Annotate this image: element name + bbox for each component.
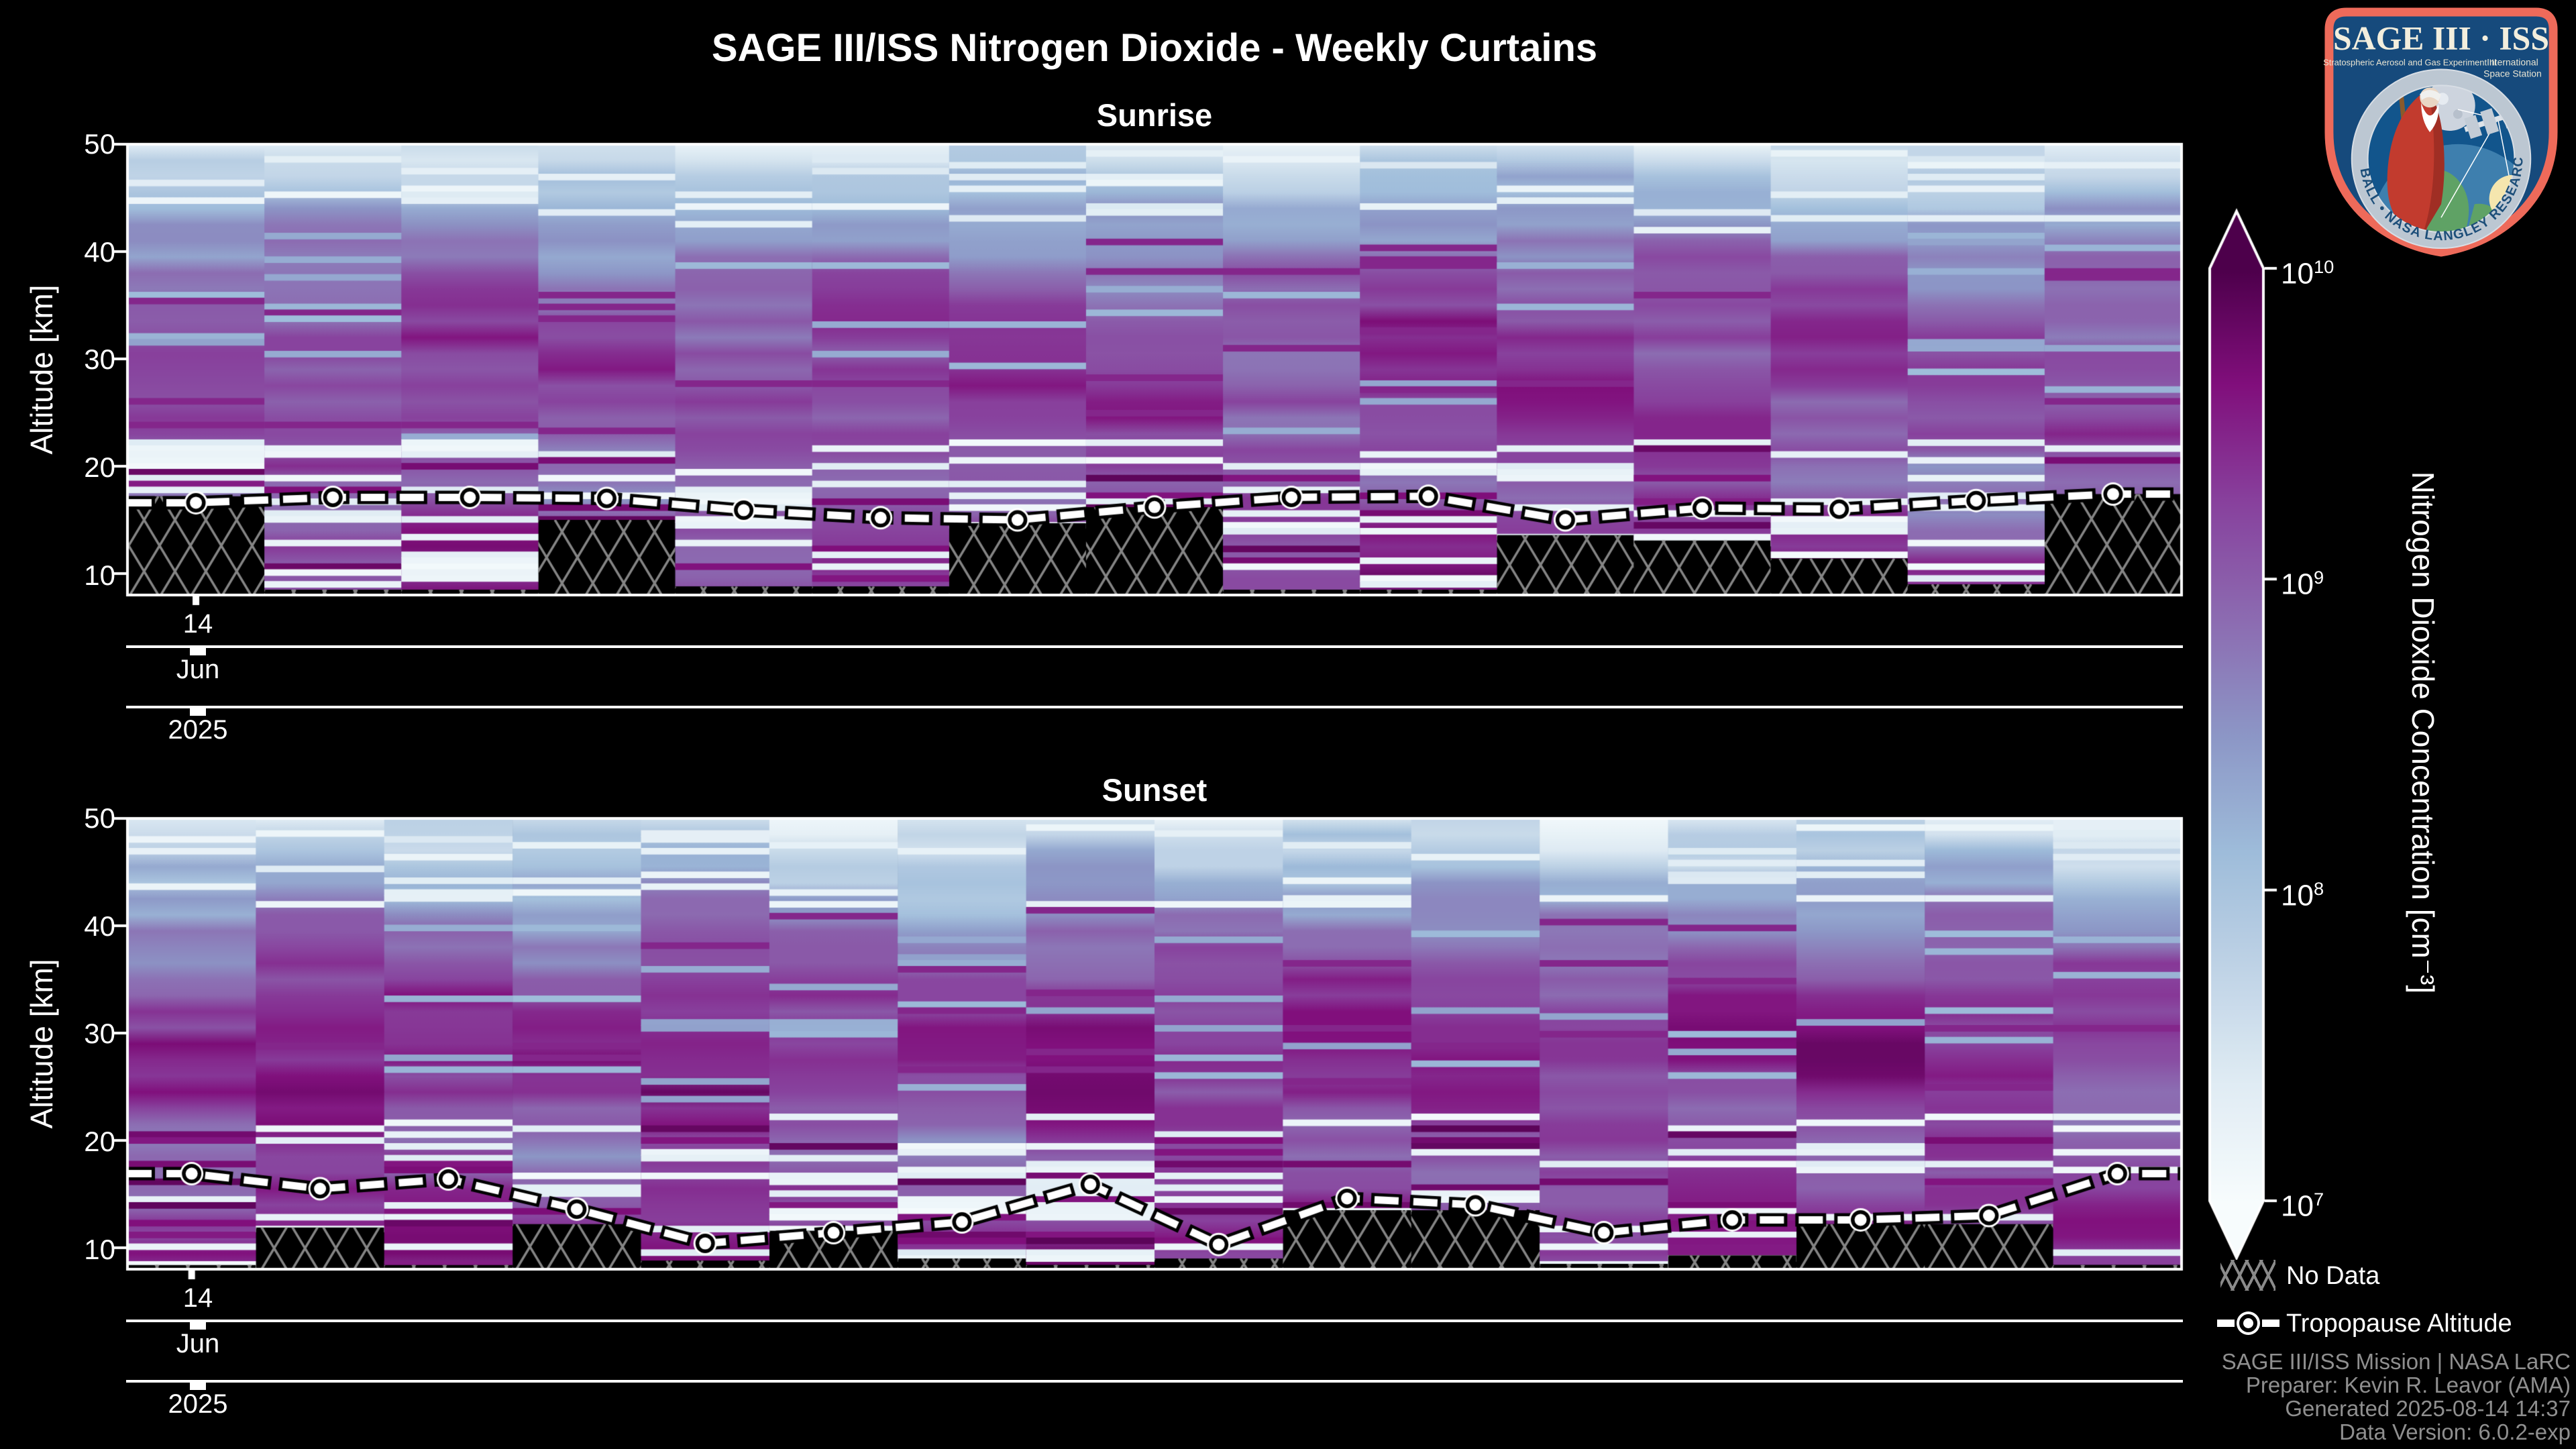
y-tick-label: 10	[84, 1234, 115, 1265]
year-axis-line	[126, 706, 2183, 708]
y-tick-label: 20	[84, 1126, 115, 1157]
y-tick-label: 10	[84, 559, 115, 591]
y-tick-label: 40	[84, 236, 115, 268]
legend-marker-dot	[2239, 1313, 2257, 1332]
colorbar-axis-label: Nitrogen Dioxide Concentration [cm⁻³]	[2406, 471, 2440, 994]
y-tick-label: 50	[84, 802, 115, 834]
x-tick-year: 2025	[168, 715, 228, 745]
footer-line: SAGE III/ISS Mission | NASA LaRC	[2221, 1349, 2571, 1374]
month-axis-line	[126, 1320, 2183, 1322]
footer-line: Generated 2025-08-14 14:37	[2285, 1396, 2571, 1421]
x-tick-month: Jun	[176, 1329, 220, 1358]
logo-title: SAGE III · ISS	[2333, 20, 2549, 57]
colorbar-tick-label: 108	[2281, 878, 2324, 912]
logo-subtitle-left: Stratospheric Aerosol and Gas Experiment…	[2323, 58, 2496, 68]
legend-no-data-label: No Data	[2286, 1262, 2380, 1290]
legend-dash	[2216, 1319, 2235, 1327]
logo-subtitle-right2: Space Station	[2483, 68, 2542, 78]
footer-line: Data Version: 6.0.2-exp	[2339, 1419, 2571, 1444]
y-tick-label: 50	[84, 128, 115, 160]
footer-credits: SAGE III/ISS Mission | NASA LaRC Prepare…	[1677, 1350, 2571, 1444]
x-tick-day: 14	[182, 609, 213, 639]
colorbar-tick-label: 109	[2281, 567, 2324, 601]
month-axis-tick	[190, 1322, 206, 1330]
month-axis-tick	[190, 648, 206, 655]
sunrise-panel-title: Sunrise	[1096, 97, 1213, 133]
colorbar	[2194, 195, 2282, 1281]
logo-subtitle-right: International	[2487, 57, 2538, 68]
tropopause-line-swatch-icon	[2215, 1309, 2281, 1336]
y-tick-label: 40	[84, 910, 115, 942]
month-axis-line	[126, 645, 2183, 648]
page-title: SAGE III/ISS Nitrogen Dioxide - Weekly C…	[711, 26, 1598, 70]
sage-iii-iss-mission-logo: SAGE III · ISS Stratospheric Aerosol and…	[2321, 4, 2558, 257]
x-tick-day: 14	[182, 1283, 213, 1313]
sunset-heatmap-canvas	[101, 805, 2200, 1301]
colorbar-tick-label: 107	[2281, 1189, 2324, 1223]
x-tick-month: Jun	[176, 655, 220, 684]
sunset-panel-title: Sunset	[1102, 772, 1208, 808]
legend-tropopause-label: Tropopause Altitude	[2286, 1309, 2512, 1338]
sunrise-heatmap-canvas	[101, 131, 2200, 627]
y-tick-label: 20	[84, 451, 115, 483]
year-axis-tick	[190, 708, 206, 716]
y-tick-label: 30	[84, 1018, 115, 1049]
y-tick-label: 30	[84, 343, 115, 375]
colorbar-tick-label: 1010	[2281, 256, 2334, 290]
x-tick-year: 2025	[168, 1389, 228, 1419]
year-axis-line	[126, 1380, 2183, 1383]
legend-dash	[2261, 1319, 2279, 1327]
sunrise-y-axis-label: Altitude [km]	[24, 284, 59, 455]
sunset-y-axis-label: Altitude [km]	[24, 959, 59, 1129]
logo-ring	[2351, 69, 2531, 249]
no-data-hatch-swatch-icon	[2220, 1260, 2275, 1291]
year-axis-tick	[190, 1383, 206, 1390]
footer-line: Preparer: Kevin R. Leavor (AMA)	[2245, 1373, 2571, 1397]
